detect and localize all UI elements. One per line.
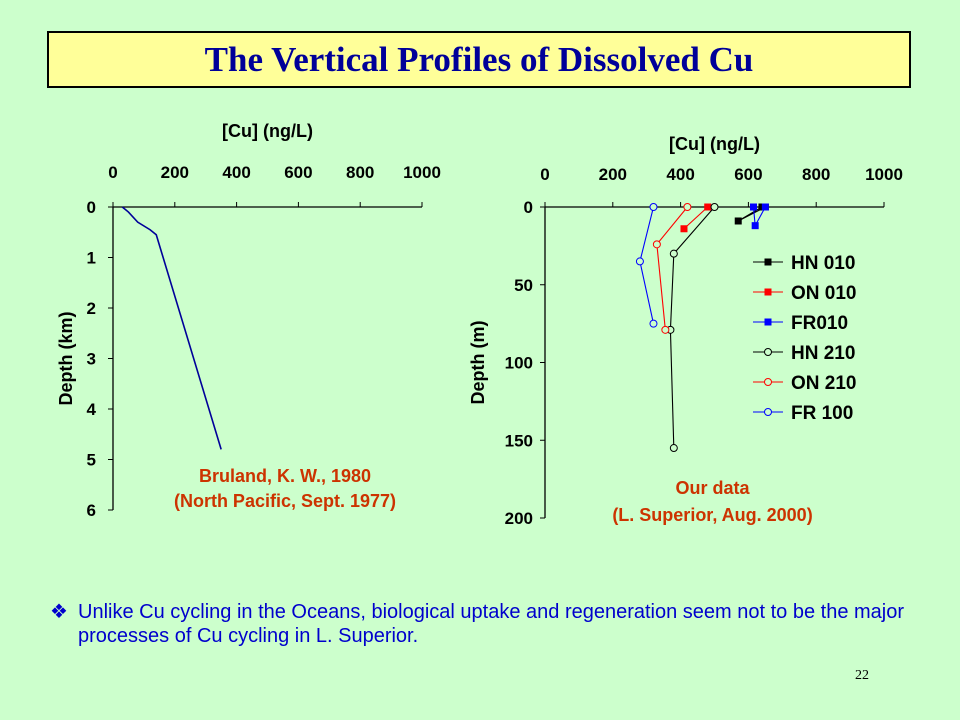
data-point-marker — [734, 217, 742, 225]
x-tick-label: 400 — [222, 163, 250, 182]
y-tick-label: 4 — [87, 400, 97, 419]
x-tick-label: 0 — [540, 165, 549, 184]
y-tick-label: 1 — [87, 249, 96, 268]
x-tick-label: 600 — [284, 163, 312, 182]
left-caption-line1: Bruland, K. W., 1980 — [198, 466, 372, 486]
legend-label: ON 210 — [791, 373, 856, 394]
page-number: 22 — [855, 668, 869, 683]
chart-left: 0 200 400 600 800 1000 0 1 2 3 4 5 6 [Cu] (ng/L) Depth… — [56, 121, 441, 520]
x-axis-label: [Cu] (ng/L) — [669, 134, 760, 154]
data-point-marker — [635, 257, 644, 266]
legend-label: FR 100 — [791, 403, 853, 424]
legend-label: HN 010 — [791, 253, 855, 274]
y-tick-label: 3 — [87, 350, 96, 369]
y-tick-label: 2 — [87, 299, 96, 318]
x-tick-label: 200 — [161, 163, 189, 182]
y-axis-label: Depth (km) — [56, 311, 76, 405]
legend-marker — [764, 408, 772, 416]
y-tick-label: 200 — [505, 509, 533, 528]
legend-marker — [764, 288, 772, 296]
bullet-point: ❖ Unlike Cu cycling in the Oceans, biolo… — [50, 600, 910, 648]
legend-marker — [764, 348, 772, 356]
title-box: The Vertical Profiles of Dissolved Cu — [47, 31, 911, 88]
series-line — [639, 206, 655, 324]
page-title: The Vertical Profiles of Dissolved Cu — [204, 39, 754, 79]
data-point-marker — [751, 222, 759, 230]
data-point-marker — [669, 249, 678, 258]
series-line — [669, 206, 715, 449]
x-tick-label: 600 — [734, 165, 762, 184]
x-tick-label: 800 — [802, 165, 830, 184]
right-caption: Our data (L. Superior, Aug. 2000) — [560, 478, 865, 526]
data-point-marker — [669, 444, 678, 453]
right-caption-line2: (L. Superior, Aug. 2000) — [612, 505, 813, 525]
y-axis-label: Depth (m) — [468, 321, 488, 405]
data-point-marker — [661, 325, 670, 334]
series-line — [683, 206, 709, 230]
right-caption-line1: Our data — [675, 478, 750, 498]
data-point-marker — [761, 203, 769, 211]
left-caption-line2: (North Pacific, Sept. 1977) — [173, 491, 397, 511]
data-point-marker — [749, 203, 757, 211]
x-tick-label: 800 — [346, 163, 374, 182]
x-tick-label: 400 — [666, 165, 694, 184]
chart-right: 0 200 400 600 800 1000 0 50 100 150 200 [Cu] (ng/L)… — [468, 134, 903, 528]
bullet-text: Unlike Cu cycling in the Oceans, biologi… — [78, 601, 905, 647]
data-point-marker — [649, 203, 658, 211]
series-line — [121, 206, 222, 450]
y-tick-label: 6 — [87, 501, 96, 520]
x-tick-label: 200 — [599, 165, 627, 184]
left-caption: Bruland, K. W., 1980 (North Pacific, Sep… — [130, 466, 440, 512]
data-point-marker — [710, 203, 719, 211]
y-tick-label: 100 — [505, 354, 533, 373]
y-tick-label: 50 — [514, 276, 533, 295]
legend-marker — [764, 378, 772, 386]
x-tick-label: 1000 — [403, 163, 441, 182]
data-point-marker — [704, 203, 712, 211]
x-tick-label: 0 — [108, 163, 117, 182]
legend-label: FR010 — [791, 313, 848, 334]
y-tick-label: 5 — [87, 451, 96, 470]
legend-label: ON 010 — [791, 283, 856, 304]
data-point-marker — [680, 225, 688, 233]
y-tick-label: 150 — [505, 431, 533, 450]
data-point-marker — [649, 319, 658, 328]
legend-label: HN 210 — [791, 343, 855, 364]
x-axis-label: [Cu] (ng/L) — [222, 121, 313, 141]
data-point-marker — [683, 203, 692, 211]
x-tick-label: 1000 — [865, 165, 903, 184]
legend-marker — [764, 258, 772, 266]
data-point-marker — [652, 240, 661, 249]
y-tick-label: 0 — [87, 198, 96, 217]
y-tick-label: 0 — [524, 198, 533, 217]
legend-marker — [764, 318, 772, 326]
diamond-bullet-icon: ❖ — [50, 601, 68, 623]
